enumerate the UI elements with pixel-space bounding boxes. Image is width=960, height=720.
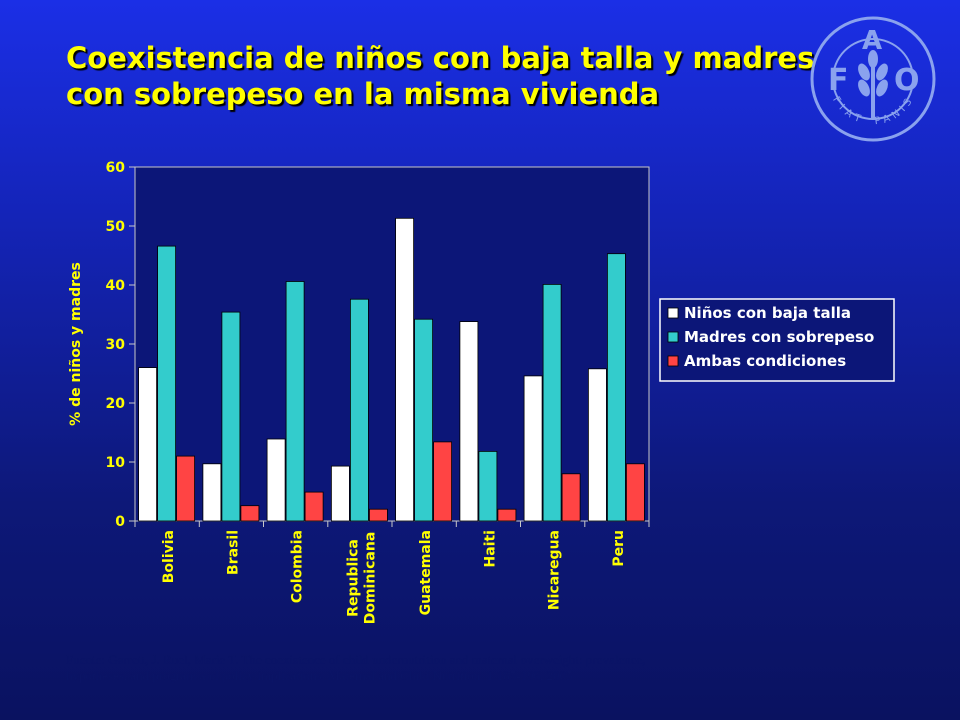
x-tick-label: Dominicana <box>362 532 378 625</box>
legend-box <box>659 298 895 382</box>
y-axis: 0 10 20 30 40 50 60 <box>106 160 135 530</box>
bar-nicaregua-series-3 <box>561 473 581 522</box>
logo-letter-a: A <box>862 26 882 56</box>
bar-nicaregua-series-1 <box>523 375 543 522</box>
bar-brasil-series-2 <box>221 311 241 522</box>
legend-entry-label: Ambas condiciones <box>684 352 846 370</box>
bar-bolivia-series-2 <box>157 245 177 522</box>
x-tick-label: Guatemala <box>418 530 434 615</box>
x-tick-label: Republica <box>345 539 361 617</box>
bar-peru-series-2 <box>607 253 626 522</box>
legend-swatch-series-2 <box>667 331 679 343</box>
bar-brasil-series-3 <box>240 505 260 522</box>
bar-peru-series-3 <box>626 463 645 522</box>
fao-logo-icon: F A O FIAT PANIS <box>810 16 936 142</box>
y-tick-label: 60 <box>106 160 126 176</box>
y-tick-label: 20 <box>106 396 126 412</box>
bar-peru-series-1 <box>588 368 607 522</box>
x-axis: Bolivia Brasil Colombia Republica Dominicana… <box>134 521 650 625</box>
y-tick-label: 0 <box>115 514 125 530</box>
bar-brasil-series-1 <box>202 463 222 522</box>
bar-colombia-series-3 <box>304 491 324 522</box>
bar-group <box>138 217 645 522</box>
x-tick-label: Brasil <box>225 530 241 575</box>
logo-letter-f: F <box>828 63 849 98</box>
y-axis-label: % de niños y madres <box>68 262 84 426</box>
bar-nicaregua-series-2 <box>542 283 562 522</box>
y-tick-label: 40 <box>106 278 126 294</box>
legend-entry-label: Niños con baja talla <box>684 304 851 322</box>
bar-guatemala-series-1 <box>395 217 415 522</box>
bar-republica-dominicana-series-2 <box>349 298 369 522</box>
y-tick-label: 30 <box>106 337 126 353</box>
x-tick-label: Bolivia <box>161 530 177 583</box>
plot-area <box>134 166 650 522</box>
slide-title-line-1: Coexistencia de niños con baja talla y m… <box>66 41 815 75</box>
bar-colombia-series-2 <box>285 281 305 522</box>
x-tick-label: Haiti <box>482 530 498 567</box>
bar-guatemala-series-2 <box>414 318 434 522</box>
y-tick-label: 10 <box>106 455 126 471</box>
logo-letter-o: O <box>894 63 920 98</box>
bar-republica-dominicana-series-1 <box>330 465 350 522</box>
x-tick-label: Colombia <box>290 530 306 603</box>
slide-title: Coexistencia de niños con baja talla y m… <box>66 40 926 112</box>
legend: Niños con baja talla Madres con sobrepeso… <box>659 298 895 382</box>
source-citation-line-2: hypotheses, and program and policy impli… <box>66 668 573 683</box>
y-tick-label: 50 <box>106 219 126 235</box>
x-tick-label: Peru <box>611 530 627 567</box>
x-tick-label: Nicaregua <box>547 530 563 610</box>
bar-guatemala-series-3 <box>433 441 453 522</box>
legend-swatch-series-1 <box>667 307 679 319</box>
legend-entry-label: Madres con sobrepeso <box>684 328 874 346</box>
bar-colombia-series-1 <box>266 438 286 522</box>
bar-haiti-series-3 <box>497 508 517 522</box>
bar-republica-dominicana-series-3 <box>368 508 388 522</box>
bar-bolivia-series-1 <box>138 367 158 522</box>
bar-haiti-series-2 <box>478 450 498 522</box>
source-citation: Fuente: Garrett, J. Ruel, Marie T. The c… <box>66 652 866 684</box>
slide-title-line-2: con sobrepeso en la misma vivienda <box>66 77 660 111</box>
bar-bolivia-series-3 <box>176 455 196 522</box>
bar-haiti-series-1 <box>459 321 479 522</box>
source-citation-line-1: Fuente: Garrett, J. Ruel, Marie T. The c… <box>66 652 646 667</box>
legend-swatch-series-3 <box>667 355 679 367</box>
